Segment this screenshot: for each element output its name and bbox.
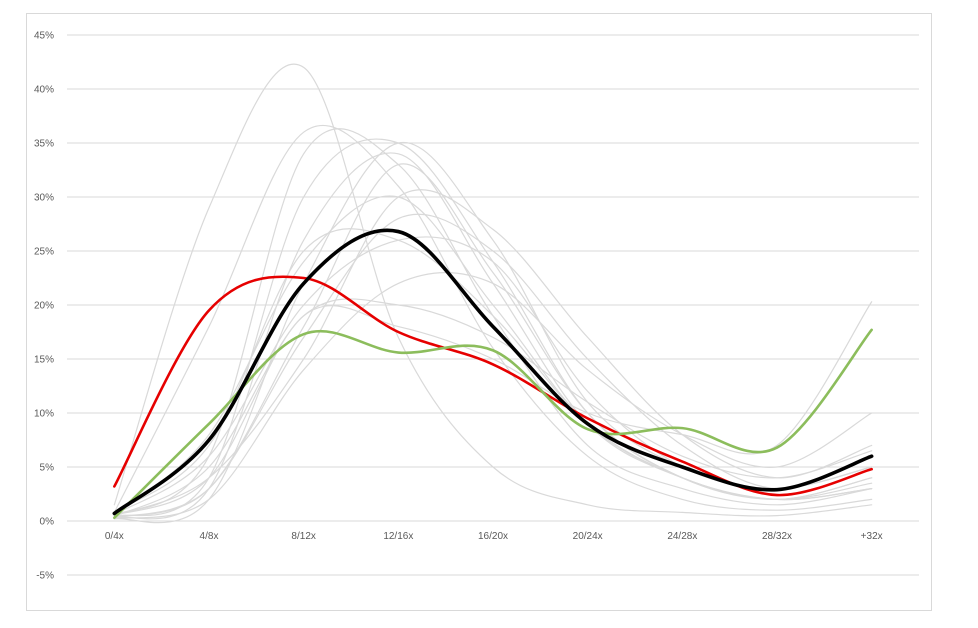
x-tick-label: 16/20x	[478, 531, 508, 542]
y-axis-tick-labels: -5% 0% 5% 10% 15% 20% 25% 30% 35% 40% 45%	[34, 31, 54, 582]
y-tick-label: 30%	[34, 193, 54, 204]
series-line-gray-10	[113, 298, 873, 518]
x-tick-label: 4/8x	[200, 531, 219, 542]
x-axis-tick-labels: 0/4x 4/8x 8/12x 12/16x 16/20x 20/24x 24/28x 28/…	[105, 531, 883, 542]
x-tick-label: 24/28x	[667, 531, 697, 542]
series-line-gray-12	[113, 213, 873, 519]
y-tick-label: 10%	[34, 409, 54, 420]
x-tick-label: 0/4x	[105, 531, 124, 542]
x-tick-label: 20/24x	[573, 531, 603, 542]
x-tick-label: +32x	[861, 531, 883, 542]
series-line-red-16	[113, 275, 873, 497]
y-tick-label: 0%	[40, 517, 55, 528]
series-line-gray-9	[113, 236, 873, 516]
chart-area: -5% 0% 5% 10% 15% 20% 25% 30% 35% 40% 45% 0/4x 4/8x…	[26, 13, 932, 611]
line-chart: -5% 0% 5% 10% 15% 20% 25% 30% 35% 40% 45% 0/4x 4/8x…	[34, 31, 919, 582]
series-line-gray-11	[113, 189, 873, 517]
y-tick-label: 35%	[34, 139, 54, 150]
x-tick-label: 28/32x	[762, 531, 792, 542]
series-line-black-18	[112, 228, 874, 516]
y-tick-label: 5%	[40, 463, 55, 474]
series-line-green-17	[113, 328, 873, 520]
series-line-gray-15	[113, 228, 873, 513]
x-tick-label: 8/12x	[291, 531, 315, 542]
y-tick-label: 15%	[34, 355, 54, 366]
series-lines	[112, 63, 874, 524]
series-line-gray-3	[113, 128, 873, 517]
y-tick-label: 20%	[34, 301, 54, 312]
y-tick-label: 45%	[34, 31, 54, 42]
series-line-gray-13	[113, 272, 873, 520]
y-tick-label: 25%	[34, 247, 54, 258]
y-tick-label: -5%	[36, 571, 54, 582]
x-tick-label: 12/16x	[383, 531, 413, 542]
series-line-gray-1	[113, 63, 873, 517]
y-tick-label: 40%	[34, 85, 54, 96]
series-line-gray-2	[113, 124, 873, 513]
series-line-gray-14	[113, 301, 873, 517]
